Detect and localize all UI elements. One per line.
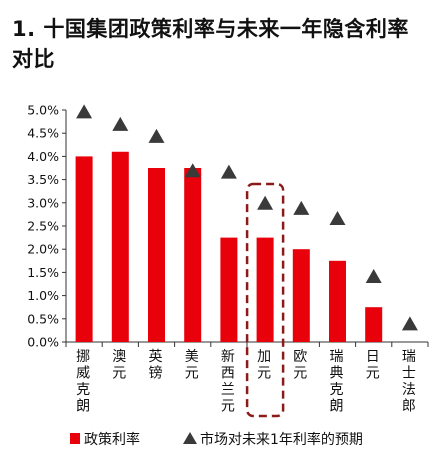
bar (220, 237, 238, 342)
bar (75, 156, 93, 342)
triangle-point (112, 116, 129, 131)
category-label: 欧元 (293, 349, 307, 382)
triangle-point (184, 163, 201, 178)
y-tick-label: 2.5% (27, 219, 59, 234)
legend: 政策利率 市场对未来1年利率的预期 (70, 431, 363, 448)
y-tick-label: 5.0% (27, 103, 59, 118)
triangle-point (365, 269, 382, 284)
triangle-series (76, 104, 418, 331)
chart-title: 1. 十国集团政策利率与未来一年隐含利率对比 (12, 17, 409, 71)
legend-triangle-label: 市场对未来1年利率的预期 (200, 431, 363, 448)
category-label: 美元 (185, 349, 199, 382)
triangle-point (293, 200, 310, 215)
legend-bar-label: 政策利率 (84, 431, 140, 448)
bar (329, 260, 346, 342)
category-label: 日元 (366, 349, 380, 382)
legend-bar-swatch (70, 433, 80, 444)
category-label: 英镑 (149, 348, 163, 382)
triangle-point (329, 211, 346, 226)
triangle-point (257, 195, 274, 210)
y-tick-label: 1.5% (27, 265, 59, 280)
highlight-box (245, 182, 285, 418)
y-tick-label: 0.5% (27, 311, 59, 326)
category-label: 澳元 (112, 349, 126, 382)
bar (148, 168, 165, 342)
bar (365, 307, 383, 342)
legend-triangle-swatch (183, 432, 197, 444)
category-label: 新西兰元 (221, 349, 235, 415)
triangle-point (76, 104, 93, 119)
y-tick-label: 2.0% (27, 242, 59, 257)
y-tick-label: 3.0% (27, 195, 59, 210)
bar-series (75, 151, 383, 342)
y-tick-label: 1.0% (27, 288, 59, 303)
y-tick-label: 4.0% (27, 149, 59, 164)
triangle-point (401, 316, 418, 331)
category-label: 瑞典克朗 (330, 349, 344, 415)
y-tick-label: 3.5% (27, 172, 59, 187)
triangle-point (220, 164, 237, 179)
y-ticks: 0.0% 0.5% 1.0% 1.5% 2.0% 2.5% 3.0% 3.5% 4.0% 4.5%… (27, 103, 429, 350)
category-label: 挪威克朗 (76, 349, 90, 415)
y-tick-label: 0.0% (27, 335, 59, 350)
bar (292, 249, 310, 342)
bar (256, 237, 274, 342)
bar (111, 151, 129, 342)
triangle-point (148, 128, 165, 143)
category-label: 加元 (257, 349, 271, 382)
bar (184, 168, 202, 342)
y-tick-label: 4.5% (27, 126, 59, 141)
category-label: 瑞士法郎 (402, 349, 416, 415)
